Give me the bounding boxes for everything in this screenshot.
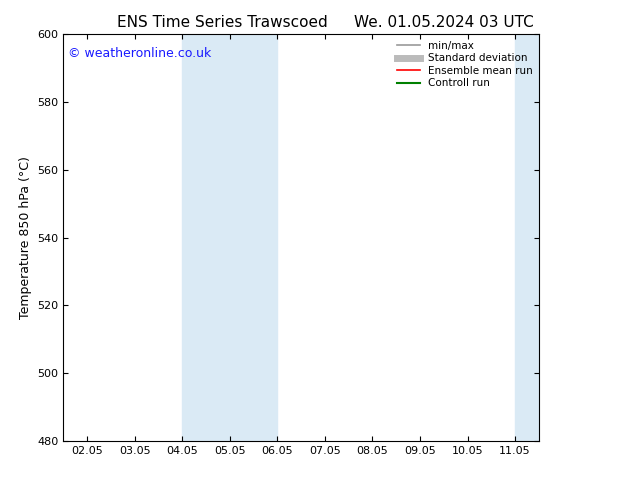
Text: We. 01.05.2024 03 UTC: We. 01.05.2024 03 UTC — [354, 15, 534, 30]
Legend: min/max, Standard deviation, Ensemble mean run, Controll run: min/max, Standard deviation, Ensemble me… — [392, 36, 537, 93]
Bar — [183, 34, 278, 441]
Y-axis label: Temperature 850 hPa (°C): Temperature 850 hPa (°C) — [19, 156, 32, 319]
Text: ENS Time Series Trawscoed: ENS Time Series Trawscoed — [117, 15, 327, 30]
Bar — [515, 34, 539, 441]
Text: © weatheronline.co.uk: © weatheronline.co.uk — [68, 47, 211, 59]
